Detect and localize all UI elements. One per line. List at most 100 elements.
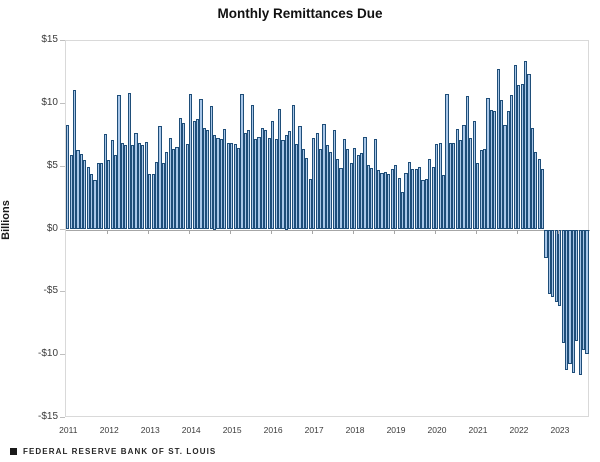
bar-2015-05 <box>243 132 247 230</box>
bar-2021-12 <box>513 64 517 230</box>
bar-2017-02 <box>315 132 319 230</box>
bar-2023-07 <box>578 229 582 376</box>
bar-2013-12 <box>185 144 189 230</box>
bar-2015-12 <box>267 137 271 230</box>
bar-2014-11 <box>223 128 227 230</box>
bar-2022-05 <box>530 127 534 230</box>
y-tick-mark <box>60 228 65 230</box>
bar-2014-03 <box>195 118 200 230</box>
bar-2011-01 <box>66 125 70 230</box>
bar-2019-04 <box>404 172 408 230</box>
bar-2018-07 <box>373 139 377 230</box>
bar-2021-08 <box>500 100 504 230</box>
bar-2014-06 <box>206 130 210 230</box>
bar-2023-06 <box>575 229 579 342</box>
bar-2023-01 <box>558 229 562 307</box>
bar-2016-12 <box>308 179 312 230</box>
bar-2021-06 <box>493 111 497 230</box>
bar-2019-07 <box>414 169 418 230</box>
bar-2011-06 <box>83 160 87 230</box>
source-attribution: FEDERAL RESERVE BANK OF ST. LOUIS <box>10 447 216 456</box>
bar-2020-08 <box>459 140 463 230</box>
x-tick-label-2016: 2016 <box>263 425 283 435</box>
bar-2020-11 <box>469 137 473 230</box>
bar-2018-12 <box>390 169 394 230</box>
bar-2015-09 <box>257 136 261 230</box>
bar-2021-03 <box>482 149 487 230</box>
bar-2016-01 <box>271 121 275 230</box>
bar-2012-04 <box>117 95 121 230</box>
bar-2018-01 <box>353 147 357 230</box>
bar-2016-10 <box>301 149 306 230</box>
bar-2020-03 <box>441 175 446 230</box>
x-tick-label-2015: 2015 <box>222 425 242 435</box>
bar-2015-04 <box>240 93 244 230</box>
y-tick-mark <box>60 417 65 418</box>
bar-2018-09 <box>380 172 384 230</box>
x-tick-mark <box>189 229 190 234</box>
bar-2012-03 <box>113 155 118 230</box>
bar-2016-09 <box>298 126 302 230</box>
bar-2014-07 <box>209 106 213 230</box>
bar-2022-02 <box>520 83 524 230</box>
bar-2017-10 <box>342 139 347 230</box>
bar-2019-06 <box>411 169 415 230</box>
bar-2021-05 <box>489 110 493 230</box>
bar-2013-02 <box>151 174 155 230</box>
bar-2017-04 <box>322 123 326 230</box>
bar-2021-11 <box>510 95 514 230</box>
bar-2015-07 <box>250 105 254 230</box>
bar-2020-06 <box>452 142 456 230</box>
bar-2022-03 <box>523 61 528 230</box>
source-square-icon <box>10 448 17 455</box>
x-tick-label-2012: 2012 <box>99 425 119 435</box>
bar-2015-01 <box>230 142 234 230</box>
bar-2012-08 <box>131 145 135 230</box>
bar-2017-03 <box>318 149 323 230</box>
bar-2020-10 <box>465 96 470 230</box>
bar-2019-08 <box>418 166 422 230</box>
x-tick-label-2023: 2023 <box>550 425 570 435</box>
y-tick-mark <box>60 291 65 293</box>
bar-2017-07 <box>332 130 336 230</box>
bar-2011-12 <box>103 133 107 230</box>
bar-2020-05 <box>448 142 452 230</box>
bar-2018-04 <box>363 136 367 230</box>
bar-2022-01 <box>517 84 521 230</box>
bar-2020-07 <box>455 128 459 230</box>
bar-2018-05 <box>366 165 370 230</box>
bar-2022-06 <box>534 151 538 230</box>
y-tick-mark <box>60 102 65 104</box>
bar-2022-12 <box>554 229 558 303</box>
bar-2015-08 <box>254 139 258 230</box>
bar-2021-01 <box>476 162 480 230</box>
bar-2020-04 <box>445 93 449 230</box>
bar-2012-07 <box>127 92 131 230</box>
bar-2013-01 <box>148 174 152 230</box>
x-tick-mark <box>394 229 395 234</box>
bar-2019-10 <box>424 179 429 230</box>
bar-2015-02 <box>233 144 237 230</box>
bar-2011-09 <box>93 180 97 230</box>
bar-2016-03 <box>277 108 282 230</box>
bar-2012-09 <box>134 132 138 230</box>
bar-2019-09 <box>421 180 425 230</box>
bar-2011-07 <box>86 166 90 230</box>
bar-2017-11 <box>346 149 350 230</box>
bar-2022-11 <box>551 229 555 298</box>
bar-2018-11 <box>387 174 391 230</box>
bar-2012-12 <box>144 141 148 230</box>
bar-2023-08 <box>582 229 586 351</box>
bar-2011-08 <box>90 174 94 230</box>
bar-2013-06 <box>165 151 169 230</box>
bar-2012-06 <box>124 145 128 230</box>
x-tick-label-2014: 2014 <box>181 425 201 435</box>
bar-2016-07 <box>291 105 295 230</box>
bar-2018-10 <box>383 171 388 230</box>
bar-2017-05 <box>325 145 329 230</box>
y-tick-mark <box>60 165 65 167</box>
bar-2011-04 <box>76 150 80 230</box>
bar-2019-05 <box>407 161 411 230</box>
bar-2020-01 <box>435 144 439 230</box>
bar-2013-09 <box>175 146 179 230</box>
